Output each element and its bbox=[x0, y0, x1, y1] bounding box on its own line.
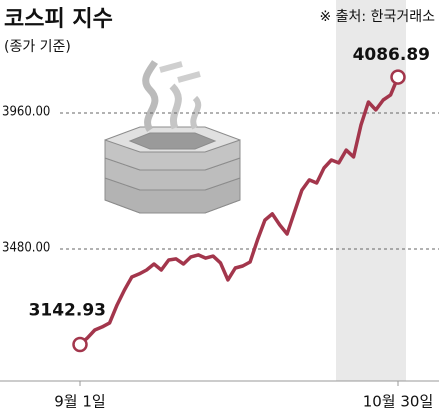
end-marker bbox=[72, 336, 88, 353]
illustration bbox=[104, 60, 241, 214]
value-label: 4086.89 bbox=[353, 45, 430, 65]
y-tick-label: 3960.00 bbox=[2, 105, 50, 120]
chart-subtitle: (종가 기준) bbox=[4, 39, 71, 55]
highlight-band bbox=[336, 0, 406, 381]
x-tick-label: 9월 1일 bbox=[54, 393, 105, 411]
x-tick-label: 10월 30일 bbox=[363, 393, 434, 411]
source: ※ 출처: 한국거래소 bbox=[319, 9, 435, 25]
end-marker bbox=[390, 69, 406, 85]
chart-title: 코스피 지수 bbox=[4, 7, 113, 32]
value-label: 3142.93 bbox=[29, 300, 106, 320]
series-line bbox=[78, 76, 400, 346]
y-tick-label: 3480.00 bbox=[2, 240, 50, 255]
